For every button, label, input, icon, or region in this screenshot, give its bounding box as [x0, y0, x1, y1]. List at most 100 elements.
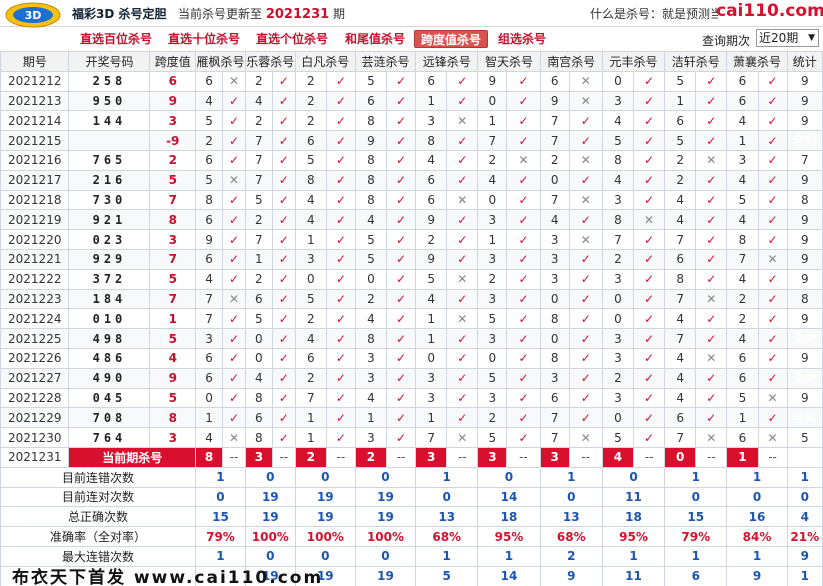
row-pick: 4 — [726, 169, 759, 191]
current-dash: -- — [568, 446, 603, 468]
table-row: 2021224 010 1 7 ✓ 5 ✓ 2 ✓ 4 ✓ 1 ✕ 5 ✓ 8 ✓ 0 ✓ 4 ✓ 2 ✓ 9 — [0, 308, 823, 330]
row-pick: 3 — [477, 248, 508, 270]
row-pick: 3 — [539, 248, 570, 270]
row-pick: 0 — [354, 268, 388, 290]
update-label: 当前杀号更新至 — [178, 7, 263, 21]
row-pick: 1 — [195, 407, 224, 429]
row-pick: 1 — [415, 90, 448, 112]
summary-value: 11 — [601, 486, 666, 508]
query-period-select[interactable]: 近20期 ▼ — [756, 29, 819, 47]
check-mark-icon: ✓ — [325, 308, 356, 330]
check-mark-icon: ✓ — [271, 248, 296, 270]
row-period: 2021225 — [0, 328, 70, 349]
summary-value: 84% — [726, 526, 788, 547]
check-mark-icon: ✓ — [446, 347, 479, 369]
row-pick: 6 — [726, 367, 759, 389]
current-label: 当前期杀号 — [68, 446, 197, 468]
row-pick: 5 — [726, 387, 759, 409]
cross-mark-icon: ✕ — [695, 288, 728, 310]
check-mark-icon: ✓ — [222, 308, 246, 330]
column-header-expert: 雁枫杀号 — [195, 51, 246, 72]
column-header-expert: 洁轩杀号 — [664, 51, 728, 72]
summary-value: 6 — [664, 565, 728, 586]
row-stat: 9 — [786, 347, 823, 369]
summary-value: 0 — [539, 486, 603, 508]
tab-sum-tail-kill[interactable]: 和尾值杀号 — [345, 32, 406, 46]
row-stat: 8 — [786, 288, 823, 310]
row-pick: 5 — [415, 268, 448, 290]
row-number: 258 — [68, 70, 151, 92]
row-pick: 6 — [195, 367, 224, 389]
check-mark-icon: ✓ — [446, 248, 479, 270]
update-info: 当前杀号更新至 2021231 期 — [178, 5, 345, 22]
check-mark-icon: ✓ — [632, 90, 666, 112]
row-pick: 7 — [664, 288, 697, 310]
summary-stat: 9 — [786, 545, 823, 567]
row-pick: 6 — [664, 407, 697, 429]
row-pick: 8 — [726, 229, 759, 250]
summary-value: 9 — [539, 565, 603, 586]
row-span: 5 — [149, 387, 197, 409]
row-pick: 1 — [415, 328, 448, 349]
row-pick: 8 — [601, 149, 635, 171]
row-stat: 8 — [786, 189, 823, 211]
table-header-row: 期号 开奖号码 跨度值 雁枫杀号 乐蓉杀号 白凡杀号 芸涟杀号 远锋杀号 智天杀… — [0, 51, 823, 72]
tab-group-kill[interactable]: 组选杀号 — [498, 32, 547, 46]
tab-tens-kill[interactable]: 直选十位杀号 — [168, 32, 241, 46]
check-mark-icon: ✓ — [695, 268, 728, 290]
summary-value: 79% — [195, 526, 246, 547]
check-mark-icon: ✓ — [757, 169, 788, 191]
check-mark-icon: ✓ — [222, 407, 246, 429]
tab-units-kill[interactable]: 直选个位杀号 — [256, 32, 329, 46]
check-mark-icon: ✓ — [271, 427, 296, 448]
check-mark-icon: ✓ — [506, 70, 541, 92]
kill-number-table: 期号 开奖号码 跨度值 雁枫杀号 乐蓉杀号 白凡杀号 芸涟杀号 远锋杀号 智天杀… — [0, 51, 823, 586]
row-stat: 9 — [786, 229, 823, 250]
current-dash: -- — [271, 446, 296, 468]
row-pick: 4 — [601, 110, 635, 132]
cross-mark-icon: ✕ — [446, 308, 479, 330]
check-mark-icon: ✓ — [325, 268, 356, 290]
row-pick: 2 — [415, 229, 448, 250]
row-pick: 9 — [354, 130, 388, 151]
summary-stat: 0 — [786, 486, 823, 508]
check-mark-icon: ✓ — [695, 407, 728, 429]
table-row: 2021216 765 2 6 ✓ 7 ✓ 5 ✓ 8 ✓ 4 ✓ 2 ✕ 2 ✕ 8 ✓ 2 ✕ 3 ✓ 7 — [0, 149, 823, 171]
row-pick: 8 — [195, 189, 224, 211]
check-mark-icon: ✓ — [568, 347, 603, 369]
row-pick: 8 — [244, 427, 273, 448]
row-pick: 7 — [664, 229, 697, 250]
cross-mark-icon: ✕ — [222, 70, 246, 92]
check-mark-icon: ✓ — [506, 169, 541, 191]
tab-hundreds-kill[interactable]: 直选百位杀号 — [80, 32, 153, 46]
row-pick: 5 — [726, 189, 759, 211]
row-span: 3 — [149, 229, 197, 250]
cross-mark-icon: ✕ — [446, 427, 479, 448]
check-mark-icon: ✓ — [757, 288, 788, 310]
check-mark-icon: ✓ — [325, 387, 356, 409]
check-mark-icon: ✓ — [506, 407, 541, 429]
check-mark-icon: ✓ — [386, 268, 417, 290]
check-mark-icon: ✓ — [325, 367, 356, 389]
check-mark-icon: ✓ — [222, 347, 246, 369]
cross-mark-icon: ✕ — [632, 209, 666, 231]
row-pick: 3 — [195, 328, 224, 349]
site-brand-link[interactable]: cai110.com — [716, 1, 823, 21]
row-span: 8 — [149, 209, 197, 231]
check-mark-icon: ✓ — [632, 110, 666, 132]
check-mark-icon: ✓ — [506, 229, 541, 250]
row-stat: 9 — [786, 110, 823, 132]
summary-value: 19 — [354, 565, 417, 586]
check-mark-icon: ✓ — [271, 110, 296, 132]
tab-span-kill[interactable]: 跨度值杀号 — [414, 30, 489, 48]
row-stat: 全对 — [786, 407, 823, 429]
check-mark-icon: ✓ — [325, 407, 356, 429]
summary-value: 1 — [415, 466, 479, 488]
check-mark-icon: ✓ — [325, 248, 356, 270]
summary-value: 2 — [539, 545, 603, 567]
summary-row: 目前连错次数 1 0 0 0 1 0 1 0 1 1 1 — [0, 466, 823, 488]
row-pick: 2 — [664, 169, 697, 191]
row-pick: 8 — [354, 149, 388, 171]
table-row: 2021219 921 8 6 ✓ 2 ✓ 4 ✓ 4 ✓ 9 ✓ 3 ✓ 4 ✓ 8 ✕ 4 ✓ 4 ✓ 9 — [0, 209, 823, 231]
row-pick: 7 — [539, 110, 570, 132]
